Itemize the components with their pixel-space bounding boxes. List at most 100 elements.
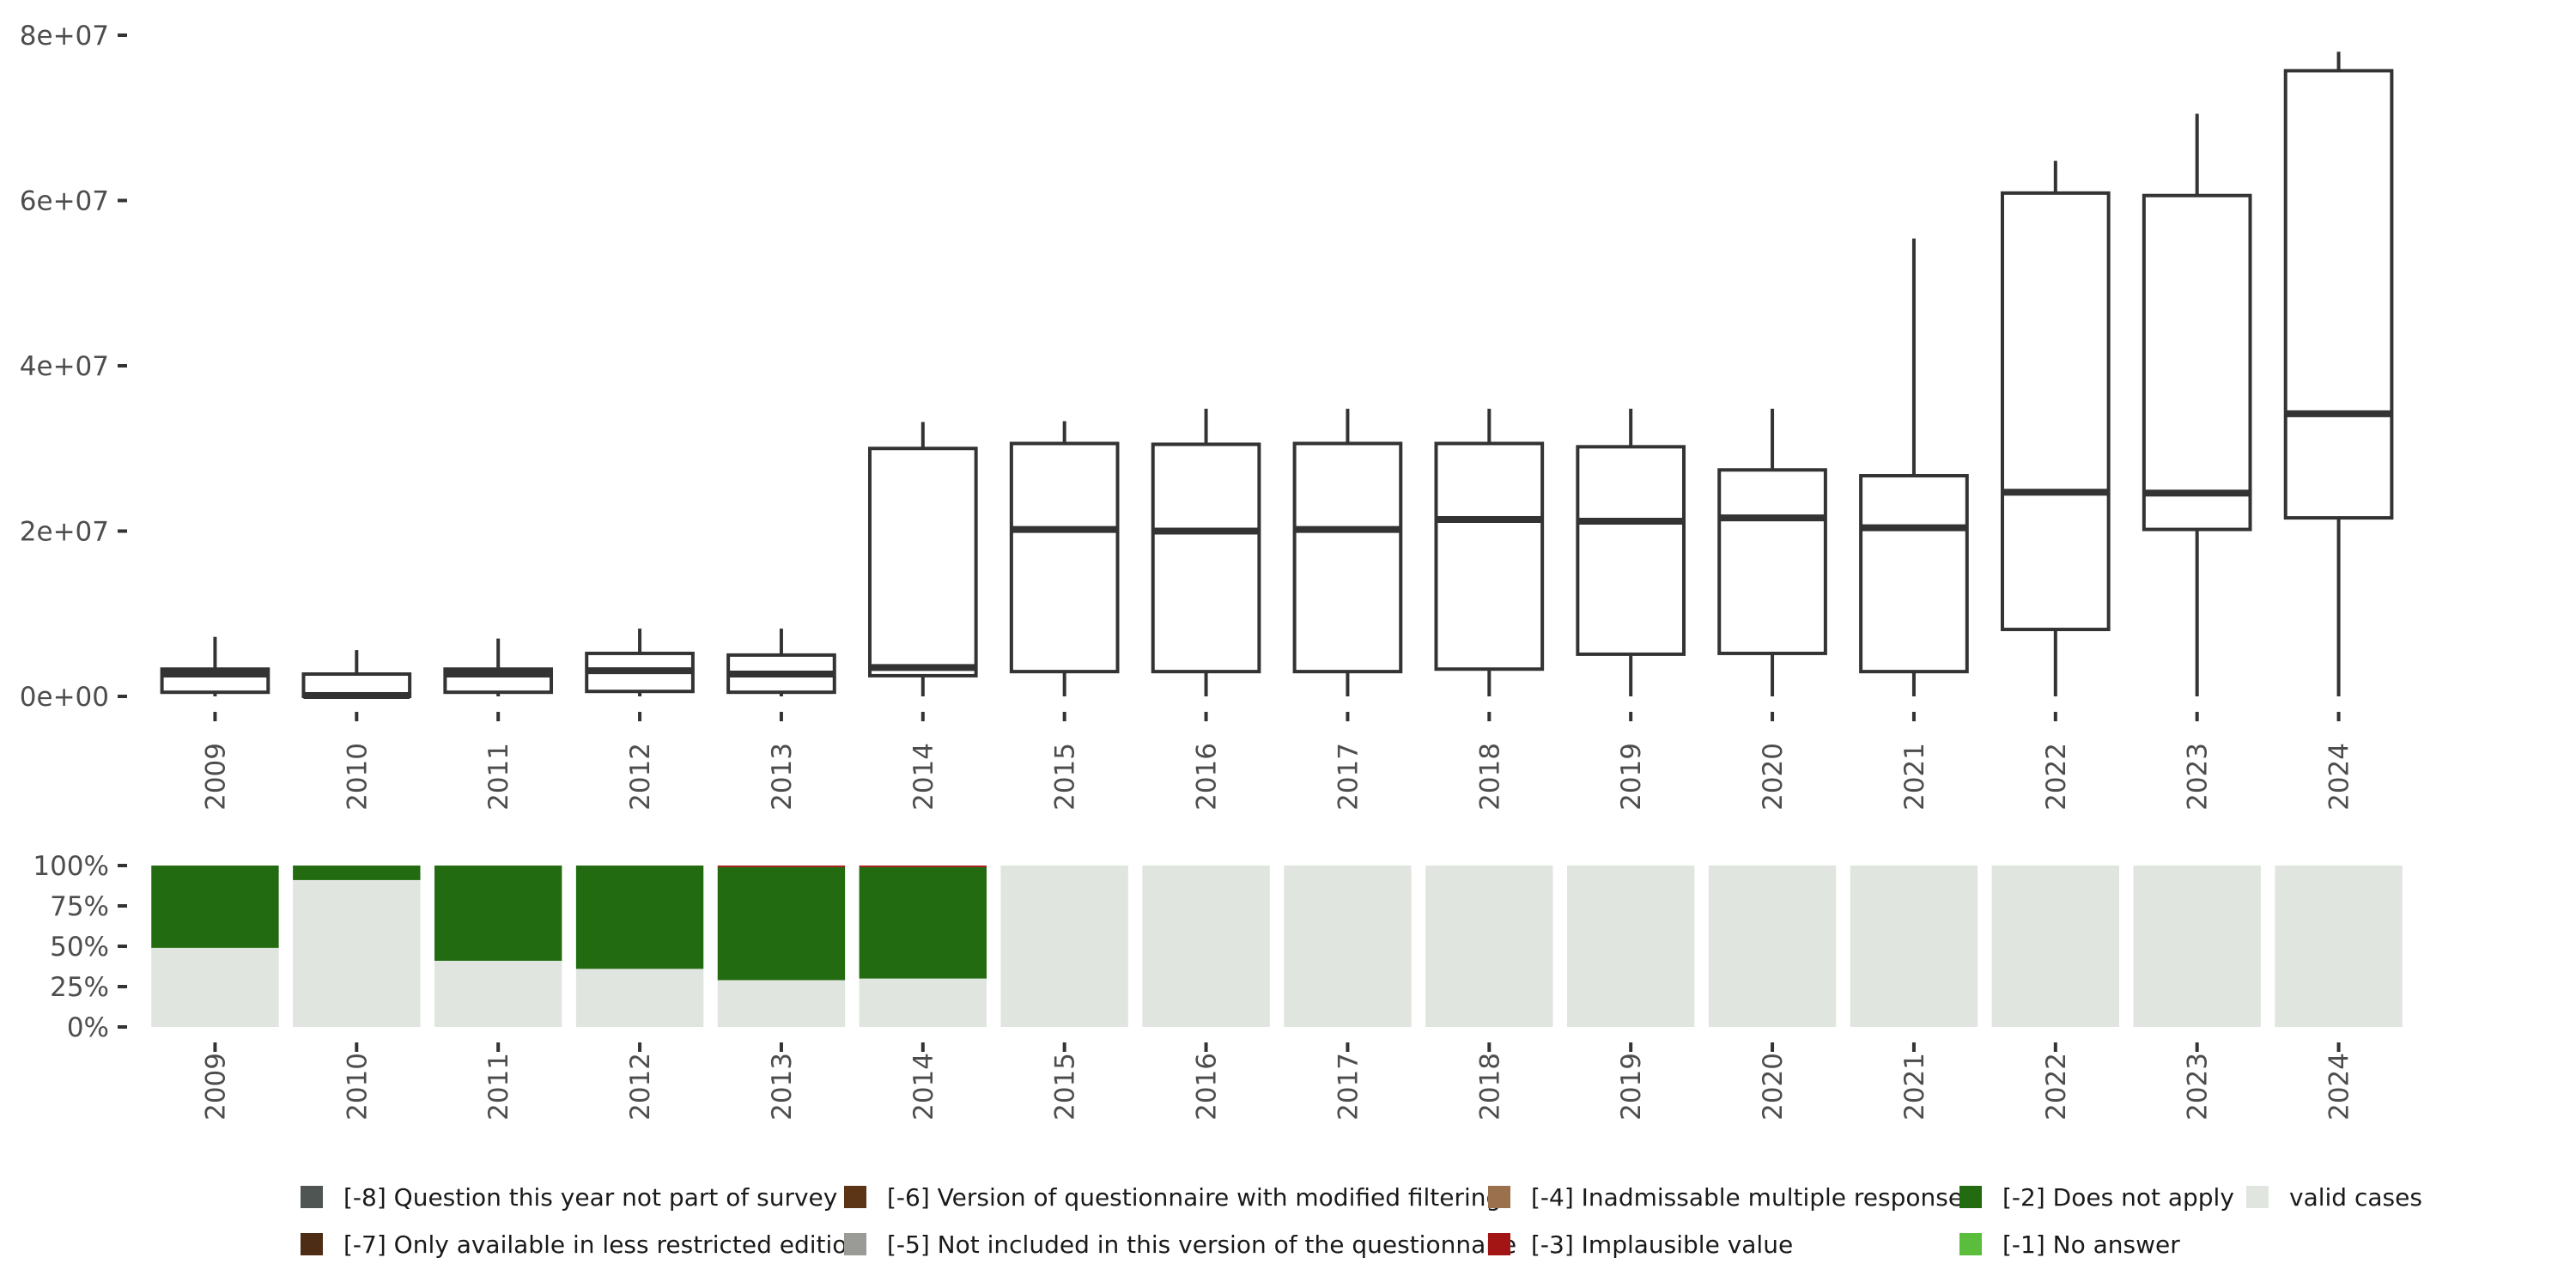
stacked-bar-2021 — [1850, 866, 1978, 1027]
x-tick-label: 2016 — [1192, 1053, 1223, 1121]
stacked-bar-panel: 0% 25% 50% 75% 100% 2009 2010 2011 2012 2013 2014 2… — [33, 851, 2403, 1121]
y-tick-label: 50% — [50, 932, 109, 963]
bar-segment — [575, 866, 704, 969]
y-tick-label: 8e+07 — [20, 21, 109, 52]
bar-segment — [1284, 866, 1412, 1027]
legend-label: [-2] Does not apply — [2002, 1183, 2234, 1212]
bar-segment — [859, 978, 987, 1027]
bar-segment — [293, 866, 421, 880]
legend-item: [-4] Inadmissable multiple response — [1488, 1183, 1963, 1212]
y-tick-label: 6e+07 — [20, 186, 109, 217]
y-tick-label: 75% — [50, 891, 109, 922]
x-tick-label: 2017 — [1333, 1053, 1364, 1121]
legend-swatch — [844, 1233, 866, 1255]
x-tick-label: 2022 — [2041, 1053, 2072, 1121]
box-iqr — [2142, 193, 2252, 532]
x-tick-label: 2017 — [1333, 743, 1364, 811]
box-2022 — [2000, 161, 2111, 696]
legend-item: [-2] Does not apply — [1959, 1183, 2234, 1212]
x-tick-label: 2013 — [767, 743, 798, 811]
legend-label: [-5] Not included in this version of the… — [887, 1230, 1516, 1259]
x-tick-label: 2023 — [2183, 743, 2214, 811]
legend-label: [-6] Version of questionnaire with modif… — [887, 1183, 1501, 1212]
y-tick-label: 4e+07 — [20, 351, 109, 382]
x-tick-label: 2014 — [908, 1053, 939, 1121]
box-2024 — [2283, 52, 2394, 696]
x-tick-label: 2010 — [342, 743, 373, 811]
stacked-bar-2012 — [575, 866, 704, 1027]
y-tick-label: 0e+00 — [20, 682, 109, 713]
legend-swatch — [1488, 1186, 1510, 1208]
stacked-bar-2024 — [2275, 866, 2403, 1027]
bar-segment — [434, 960, 562, 1027]
stacked-bar-2013 — [717, 866, 846, 1027]
box-2010 — [301, 650, 412, 700]
legend-item: [-1] No answer — [1959, 1230, 2180, 1259]
bar-segment — [859, 866, 987, 867]
box-2017 — [1292, 409, 1403, 696]
stacked-bar-2015 — [1000, 866, 1128, 1027]
bar-segment — [1708, 866, 1837, 1027]
bar-segment — [1850, 866, 1978, 1027]
bar-segment — [151, 866, 279, 948]
box-2014 — [867, 422, 978, 696]
x-tick-label: 2011 — [483, 743, 514, 811]
x-tick-label: 2019 — [1616, 743, 1647, 811]
y-tick-label: 2e+07 — [20, 517, 109, 548]
legend-item: [-8] Question this year not part of surv… — [301, 1183, 837, 1212]
stacked-bar-2018 — [1425, 866, 1553, 1027]
box-2011 — [443, 638, 554, 696]
stacked-bar-2016 — [1142, 866, 1270, 1027]
legend-label: valid cases — [2289, 1183, 2422, 1212]
bar-segment — [1142, 866, 1270, 1027]
stacked-bar-2011 — [434, 866, 562, 1027]
box-iqr — [1576, 445, 1686, 656]
x-tick-label: 2013 — [767, 1053, 798, 1121]
bar-segment — [434, 866, 562, 961]
legend-label: [-3] Implausible value — [1531, 1230, 1793, 1259]
bar-segment — [717, 866, 846, 981]
legend-item: [-5] Not included in this version of the… — [844, 1230, 1516, 1259]
box-iqr — [1292, 441, 1403, 674]
legend-label: [-1] No answer — [2002, 1230, 2180, 1259]
x-tick-label: 2010 — [342, 1053, 373, 1121]
box-iqr — [1717, 468, 1827, 655]
x-tick-label: 2023 — [2183, 1053, 2214, 1121]
box-2023 — [2142, 113, 2252, 696]
stacked-bar-2010 — [293, 866, 421, 1027]
x-tick-label: 2024 — [2324, 1053, 2355, 1121]
boxplot-panel: 0e+00 2e+07 4e+07 6e+07 8e+07 2009 2010 2011 201… — [20, 21, 2394, 811]
y-tick-label: 100% — [33, 851, 109, 882]
x-tick-label: 2024 — [2324, 743, 2355, 811]
box-2015 — [1009, 421, 1120, 696]
bar-segment — [293, 879, 421, 1027]
legend-item: [-6] Version of questionnaire with modif… — [844, 1183, 1501, 1212]
box-iqr — [2000, 191, 2111, 632]
stacked-bar-2020 — [1708, 866, 1837, 1027]
legend-label: [-7] Only available in less restricted e… — [343, 1230, 862, 1259]
stacked-bar-2022 — [1991, 866, 2120, 1027]
x-tick-label: 2018 — [1474, 1053, 1505, 1121]
x-tick-label: 2009 — [200, 743, 231, 811]
box-iqr — [2283, 69, 2394, 520]
box-iqr — [1151, 442, 1261, 674]
bar-segment — [575, 969, 704, 1027]
legend-swatch — [301, 1186, 323, 1208]
legend-swatch — [2246, 1186, 2269, 1208]
x-tick-label: 2011 — [483, 1053, 514, 1121]
bar-segment — [2133, 866, 2261, 1027]
box-iqr — [867, 447, 978, 677]
x-tick-label: 2019 — [1616, 1053, 1647, 1121]
box-2016 — [1151, 409, 1261, 696]
x-tick-label: 2020 — [1758, 743, 1789, 811]
bar-segment — [717, 980, 846, 1027]
x-tick-label: 2012 — [625, 743, 656, 811]
x-tick-label: 2021 — [1899, 1053, 1930, 1121]
x-tick-label: 2014 — [908, 743, 939, 811]
x-tick-label: 2021 — [1899, 743, 1930, 811]
box-2012 — [585, 629, 695, 696]
legend-item: [-7] Only available in less restricted e… — [301, 1230, 862, 1259]
bar-segment — [859, 866, 987, 979]
y-tick-label: 25% — [50, 972, 109, 1003]
